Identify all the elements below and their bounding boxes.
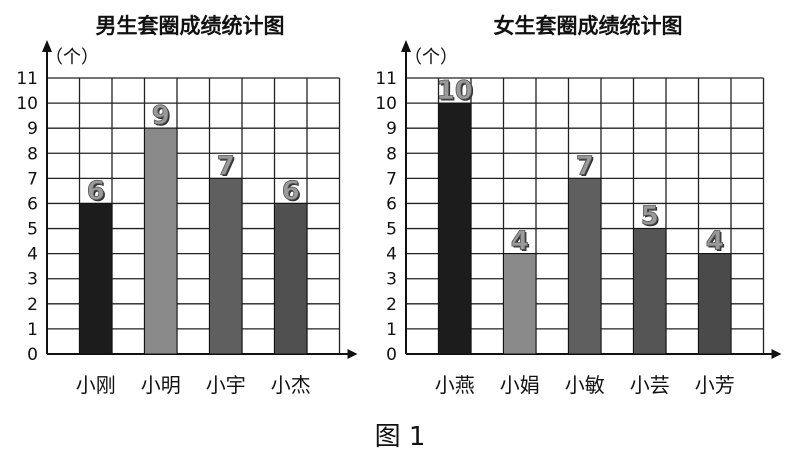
- x-tick-label: 小娟: [500, 373, 540, 397]
- y-tick-label: 8: [386, 144, 397, 164]
- chart-1: 男生套圈成绩统计图（个）0123456789101166小刚99小明77小宇66…: [16, 14, 358, 397]
- y-tick-label: 5: [27, 220, 38, 240]
- x-axis-arrow: [771, 349, 782, 359]
- data-label: 6: [87, 176, 105, 206]
- y-tick-label: 9: [386, 119, 397, 139]
- bar: [79, 202, 113, 355]
- data-label-shadow: 4: [707, 228, 725, 258]
- bar: [209, 177, 243, 355]
- x-tick-label: 小燕: [435, 373, 475, 397]
- y-tick-label: 10: [375, 94, 397, 114]
- data-label-shadow: 7: [218, 153, 236, 183]
- x-tick-label: 小芳: [695, 373, 735, 397]
- data-label-shadow: 5: [642, 203, 660, 233]
- y-tick-label: 1: [27, 320, 38, 340]
- data-label-shadow: 7: [577, 153, 595, 183]
- y-tick-label: 10: [16, 94, 38, 114]
- y-tick-label: 4: [27, 245, 38, 265]
- data-label: 5: [641, 202, 659, 232]
- chart-title: 男生套圈成绩统计图: [96, 14, 285, 38]
- y-tick-label: 6: [386, 194, 397, 214]
- y-tick-label: 3: [27, 270, 38, 290]
- figure-caption: 图 1: [374, 422, 426, 452]
- y-tick-label: 11: [375, 69, 397, 89]
- y-tick-label: 4: [386, 245, 397, 265]
- bar: [438, 102, 472, 355]
- data-label: 4: [511, 227, 529, 257]
- y-tick-label: 7: [27, 169, 38, 189]
- y-tick-label: 0: [27, 345, 38, 365]
- y-axis-arrow: [42, 40, 52, 52]
- bar: [698, 253, 732, 355]
- bar: [503, 253, 537, 355]
- y-tick-label: 9: [27, 119, 38, 139]
- bar: [568, 177, 602, 355]
- y-axis-unit-label: （个）: [45, 47, 99, 68]
- data-label-shadow: 9: [153, 103, 171, 133]
- y-tick-label: 6: [27, 194, 38, 214]
- y-tick-label: 8: [27, 144, 38, 164]
- x-tick-label: 小刚: [76, 373, 116, 397]
- chart-title: 女生套圈成绩统计图: [494, 14, 683, 38]
- data-label: 10: [437, 76, 473, 106]
- y-tick-label: 11: [16, 69, 38, 89]
- data-label: 7: [576, 151, 594, 181]
- x-axis-arrow: [347, 349, 358, 359]
- bar: [633, 228, 667, 355]
- data-label: 9: [152, 101, 170, 131]
- y-tick-label: 7: [386, 169, 397, 189]
- data-label-shadow: 6: [88, 178, 106, 208]
- y-tick-label: 2: [386, 295, 397, 315]
- x-tick-label: 小杰: [271, 373, 311, 397]
- data-label-shadow: 4: [512, 228, 530, 258]
- data-label: 4: [706, 227, 724, 257]
- y-axis-unit-label: （个）: [404, 47, 458, 68]
- y-tick-label: 1: [386, 320, 397, 340]
- bar: [144, 127, 178, 355]
- x-tick-label: 小明: [141, 373, 181, 397]
- data-label: 6: [282, 176, 300, 206]
- x-tick-label: 小宇: [206, 373, 246, 397]
- y-tick-label: 5: [386, 220, 397, 240]
- data-label: 7: [217, 151, 235, 181]
- bar: [274, 202, 308, 355]
- y-axis-arrow: [401, 40, 411, 52]
- y-tick-label: 2: [27, 295, 38, 315]
- y-tick-label: 0: [386, 345, 397, 365]
- x-tick-label: 小敏: [565, 373, 605, 397]
- data-label-shadow: 10: [438, 78, 474, 108]
- x-tick-label: 小芸: [630, 373, 670, 397]
- data-label-shadow: 6: [283, 178, 301, 208]
- y-tick-label: 3: [386, 270, 397, 290]
